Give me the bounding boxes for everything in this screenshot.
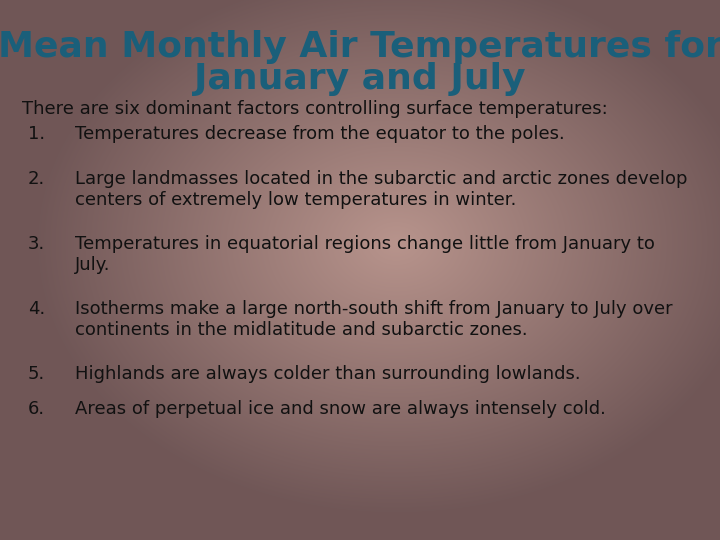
Text: 1.: 1. xyxy=(28,125,45,143)
Text: Large landmasses located in the subarctic and arctic zones develop
centers of ex: Large landmasses located in the subarcti… xyxy=(75,170,688,209)
Text: Highlands are always colder than surrounding lowlands.: Highlands are always colder than surroun… xyxy=(75,365,580,383)
Text: January and July: January and July xyxy=(194,62,526,96)
Text: There are six dominant factors controlling surface temperatures:: There are six dominant factors controlli… xyxy=(22,100,608,118)
Text: Temperatures decrease from the equator to the poles.: Temperatures decrease from the equator t… xyxy=(75,125,564,143)
Text: Mean Monthly Air Temperatures for: Mean Monthly Air Temperatures for xyxy=(0,30,720,64)
Text: Temperatures in equatorial regions change little from January to
July.: Temperatures in equatorial regions chang… xyxy=(75,235,655,274)
Text: Isotherms make a large north-south shift from January to July over
continents in: Isotherms make a large north-south shift… xyxy=(75,300,672,339)
Text: 5.: 5. xyxy=(28,365,45,383)
Text: Areas of perpetual ice and snow are always intensely cold.: Areas of perpetual ice and snow are alwa… xyxy=(75,400,606,418)
Text: 2.: 2. xyxy=(28,170,45,188)
Text: 4.: 4. xyxy=(28,300,45,318)
Text: 3.: 3. xyxy=(28,235,45,253)
Text: 6.: 6. xyxy=(28,400,45,418)
